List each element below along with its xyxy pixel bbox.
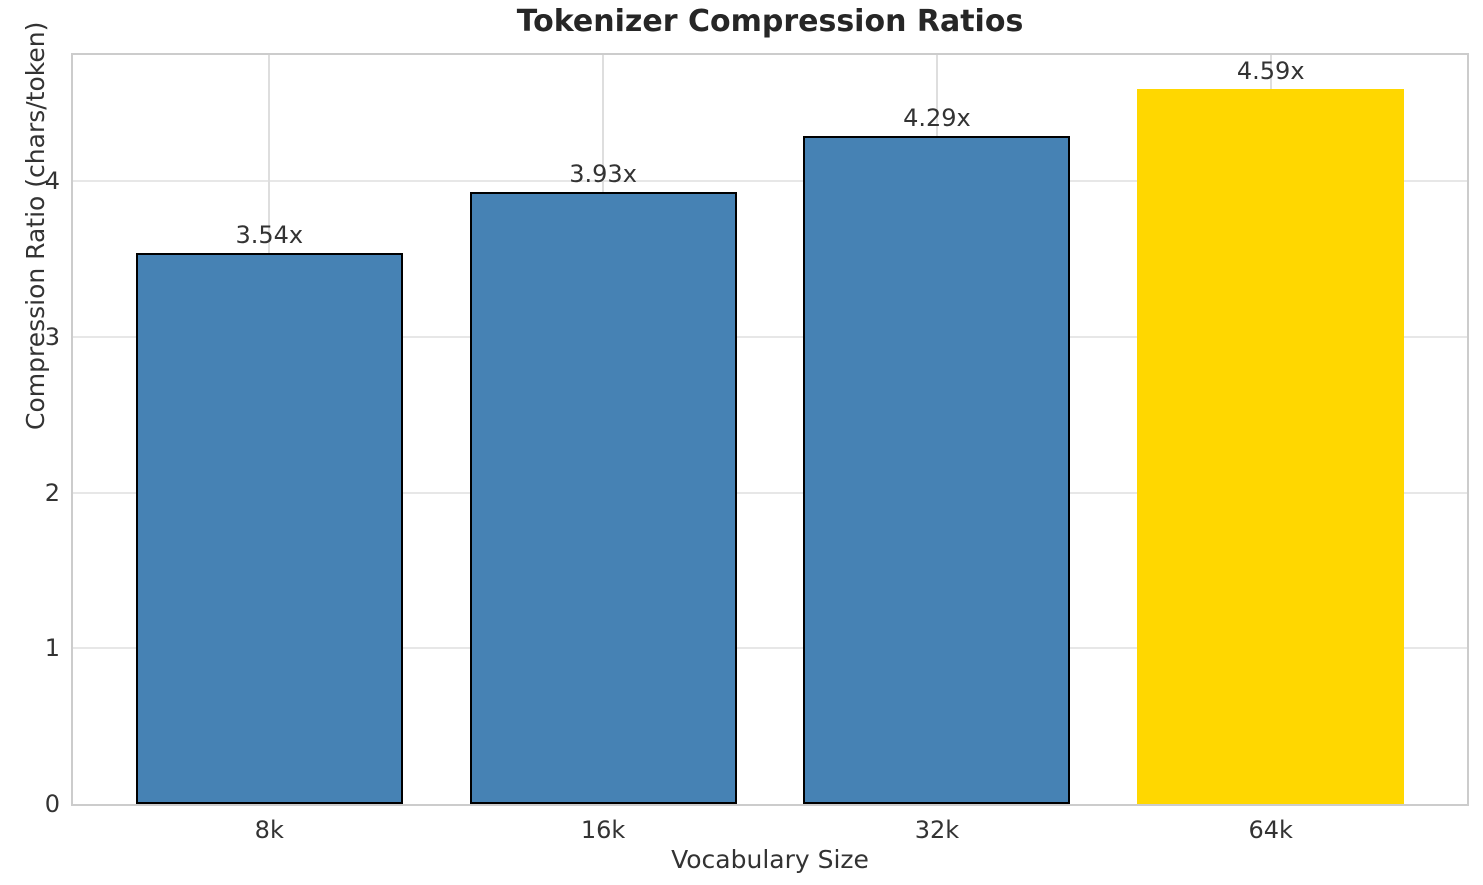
gridline-y-4 [73,180,1467,183]
y-tick-4: 4 [44,167,60,196]
gridline-y-3 [73,335,1467,338]
x-tick-16k: 16k [580,816,626,844]
y-tick-3: 3 [44,322,60,351]
y-tick-1: 1 [44,634,60,663]
bar-value-label-32k: 4.29x [903,103,971,132]
y-tick-0: 0 [44,790,60,818]
chart-title: Tokenizer Compression Ratios [516,4,1024,39]
bar-32k [803,135,1071,804]
plot-area: 3.54x 3.93x 4.29x 4.59x [71,53,1469,806]
bar-16k [469,192,737,804]
y-axis-label-text: Compression Ratio (chars/token) [21,21,50,430]
gridline-y-1 [73,647,1467,650]
bar-64k [1137,89,1405,804]
gridline-y-2 [73,491,1467,494]
bar-value-label-64k: 4.59x [1236,57,1305,86]
bar-8k [135,252,403,804]
x-tick-64k: 64k [1248,816,1293,844]
bar-value-label-8k: 3.54x [235,220,304,249]
bar-value-label-16k: 3.93x [569,160,637,189]
x-axis-label: Vocabulary Size [671,845,869,874]
x-tick-32k: 32k [914,816,960,844]
x-tick-8k: 8k [254,816,284,844]
y-tick-2: 2 [44,478,60,507]
